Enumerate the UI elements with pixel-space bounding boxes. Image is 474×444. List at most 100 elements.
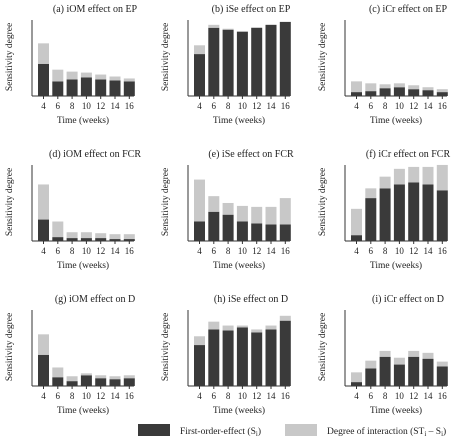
- bar-first-order: [279, 21, 291, 96]
- bar-interaction: [408, 85, 420, 90]
- bar-first-order: [95, 378, 107, 386]
- bar-first-order: [436, 190, 448, 241]
- bar-first-order: [365, 198, 377, 241]
- bar-first-order: [251, 223, 263, 241]
- x-tick-label: 16: [438, 391, 448, 401]
- bar-interaction: [436, 89, 448, 93]
- legend-first-order-text: First-order-effect (S: [180, 426, 256, 437]
- bar-interaction: [222, 28, 234, 30]
- x-tick-label: 6: [212, 391, 217, 401]
- bar-first-order: [236, 31, 248, 96]
- bar-interaction: [365, 360, 377, 369]
- bar-interaction: [393, 83, 405, 88]
- x-tick-label: 12: [252, 246, 261, 256]
- x-tick-label: 4: [354, 391, 359, 401]
- bar-interaction: [66, 71, 78, 80]
- x-tick-label: 10: [238, 391, 248, 401]
- x-tick-label: 6: [56, 391, 61, 401]
- x-tick-label: 6: [56, 101, 61, 111]
- bar-first-order: [379, 188, 391, 241]
- panel-3: (c) iCr effect on EP Sensitivity degree 4 6…: [318, 4, 448, 126]
- bar-interaction: [422, 352, 434, 359]
- bar-interaction: [265, 206, 277, 225]
- bar-interaction: [194, 179, 205, 222]
- bar-first-order: [365, 368, 377, 386]
- panel-title: (f) iCr effect on FCR: [366, 149, 451, 160]
- legend-interaction-mid: – S: [426, 427, 441, 437]
- x-tick-label: 16: [281, 246, 291, 256]
- x-tick-label: 6: [369, 101, 374, 111]
- bar-interaction: [80, 373, 92, 376]
- bar-interaction: [379, 350, 391, 357]
- x-tick-label: 16: [438, 101, 448, 111]
- bar-first-order: [351, 92, 362, 96]
- panel-title: (e) iSe effect on FCR: [208, 149, 294, 160]
- bar-first-order: [251, 27, 263, 96]
- bar-interaction: [236, 325, 248, 328]
- bar-interaction: [222, 202, 234, 215]
- y-axis-label: Sensitivity degree: [161, 23, 171, 91]
- legend-first-order-close: ): [258, 426, 261, 437]
- legend-swatch-interaction: [285, 424, 317, 436]
- x-tick-label: 14: [424, 246, 434, 256]
- x-tick-label: 10: [82, 246, 92, 256]
- x-tick-label: 8: [383, 391, 388, 401]
- bar-interaction: [38, 334, 49, 355]
- bar-first-order: [408, 89, 420, 96]
- x-tick-label: 12: [409, 246, 418, 256]
- bar-interaction: [66, 376, 78, 382]
- bar-interaction: [52, 69, 64, 82]
- bar-interaction: [109, 376, 121, 380]
- x-axis-label: Time (weeks): [57, 115, 109, 126]
- bar-first-order: [80, 375, 92, 386]
- x-tick-label: 8: [226, 391, 231, 401]
- bar-first-order: [80, 238, 92, 241]
- bar-first-order: [80, 77, 92, 96]
- bar-first-order: [422, 358, 434, 386]
- panel-8: (h) iSe effect on D Sensitivity degree 4 6 8…: [161, 294, 291, 416]
- bar-interaction: [236, 205, 248, 222]
- x-tick-label: 8: [226, 101, 231, 111]
- bar-first-order: [52, 237, 64, 241]
- bar-interaction: [351, 81, 362, 93]
- legend-first-order-sub: i: [256, 430, 258, 438]
- x-tick-label: 12: [252, 391, 261, 401]
- x-tick-label: 10: [395, 391, 405, 401]
- bar-interaction: [80, 232, 92, 239]
- bar-interaction: [436, 361, 448, 367]
- bar-interaction: [95, 233, 107, 239]
- bar-first-order: [109, 80, 121, 96]
- bar-interaction: [123, 375, 135, 379]
- x-tick-label: 12: [96, 246, 105, 256]
- x-tick-label: 14: [111, 391, 121, 401]
- bar-first-order: [265, 329, 277, 386]
- bar-first-order: [52, 377, 64, 386]
- bar-interaction: [95, 375, 107, 379]
- x-tick-label: 14: [424, 391, 434, 401]
- x-tick-label: 16: [281, 391, 291, 401]
- panel-title: (i) iCr effect on D: [372, 294, 444, 305]
- bar-first-order: [38, 219, 49, 241]
- bar-first-order: [38, 354, 49, 386]
- x-tick-label: 10: [82, 391, 92, 401]
- bar-first-order: [222, 29, 234, 97]
- x-tick-label: 4: [197, 391, 202, 401]
- bar-interaction: [379, 84, 391, 89]
- bar-first-order: [393, 87, 405, 96]
- bar-interaction: [52, 221, 64, 238]
- y-axis-label: Sensitivity degree: [318, 313, 328, 381]
- x-axis-label: Time (weeks): [57, 405, 109, 416]
- legend-interaction-sub1: i: [424, 430, 426, 438]
- bar-first-order: [123, 239, 135, 241]
- panel-title: (d) iOM effect on FCR: [49, 149, 141, 160]
- bar-first-order: [265, 24, 277, 97]
- x-tick-label: 16: [125, 246, 135, 256]
- panel-9: (i) iCr effect on D Sensitivity degree 4 6 8…: [318, 294, 448, 416]
- bar-interaction: [80, 72, 92, 78]
- bar-first-order: [379, 88, 391, 96]
- bar-first-order: [279, 224, 291, 241]
- x-tick-label: 16: [125, 101, 135, 111]
- legend-interaction-sub2: i: [441, 430, 443, 438]
- bar-interaction: [38, 184, 49, 220]
